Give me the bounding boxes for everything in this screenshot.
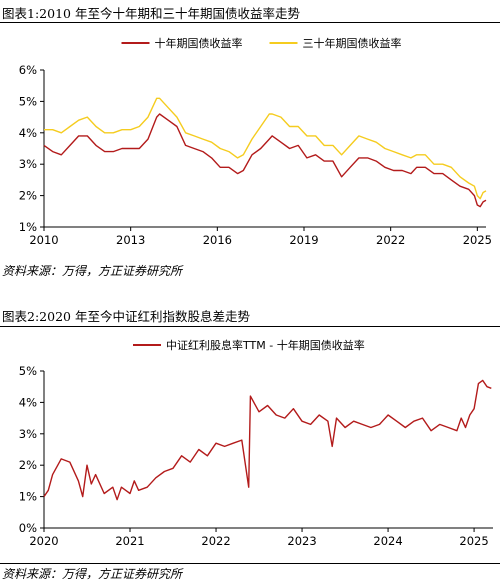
x-tick-label: 2019 <box>289 233 318 247</box>
series-line <box>43 113 487 208</box>
chart-1-axes: 1% 2% 3% 4% 5% 6% 2010 2013 2016 2019 2022 2025 <box>19 63 492 247</box>
chart-1-legend: 十年期国债收益率 三十年期国债收益率 <box>121 36 402 50</box>
y-tick-label: 4% <box>19 395 37 409</box>
figure-2-bottom-rule <box>0 563 500 564</box>
x-tick-label: 2025 <box>459 534 488 548</box>
x-tick-label: 2016 <box>203 233 232 247</box>
figure-1-title: 图表1:2010 年至今十年期和三十年期国债收益率走势 <box>2 6 300 21</box>
x-tick-label: 2022 <box>376 233 405 247</box>
chart-2-series <box>43 379 492 501</box>
series-line <box>43 379 492 501</box>
legend-label: 中证红利股息率TTM - 十年期国债收益率 <box>166 338 365 352</box>
y-tick-label: 3% <box>19 427 37 441</box>
y-tick-label: 0% <box>19 521 37 535</box>
figure-1-source: 资料来源：万得，方正证券研究所 <box>2 264 183 278</box>
y-tick-label: 1% <box>19 220 37 234</box>
x-tick-label: 2022 <box>201 534 230 548</box>
legend-label: 三十年期国债收益率 <box>303 36 402 50</box>
x-tick-label: 2020 <box>29 534 58 548</box>
chart-1: 十年期国债收益率 三十年期国债收益率 1% 2% 3% 4% 5% 6% 2010 2013 20… <box>19 36 492 247</box>
figure-2-top-rule <box>0 326 500 327</box>
y-tick-label: 3% <box>19 157 37 171</box>
figure-2-title: 图表2:2020 年至今中证红利指数股息差走势 <box>2 309 250 324</box>
y-tick-label: 5% <box>19 94 37 108</box>
legend-label: 十年期国债收益率 <box>155 36 243 50</box>
figure-2-source: 资料来源：万得，方正证券研究所 <box>2 567 183 581</box>
x-tick-label: 2023 <box>287 534 316 548</box>
y-tick-label: 1% <box>19 490 37 504</box>
x-tick-label: 2025 <box>463 233 492 247</box>
chart-2-legend: 中证红利股息率TTM - 十年期国债收益率 <box>133 338 365 352</box>
chart-2-axes: 0% 1% 2% 3% 4% 5% 2020 2021 2022 2023 2024 2025 <box>19 364 493 548</box>
figure-1-top-rule <box>0 22 500 23</box>
chart-2: 中证红利股息率TTM - 十年期国债收益率 0% 1% 2% 3% 4% 5% 2020 20… <box>19 338 493 548</box>
y-tick-label: 6% <box>19 63 37 77</box>
y-tick-label: 4% <box>19 126 37 140</box>
x-tick-label: 2021 <box>115 534 144 548</box>
y-tick-label: 5% <box>19 364 37 378</box>
series-line <box>44 97 487 200</box>
chart-1-series <box>43 97 487 208</box>
y-tick-label: 2% <box>19 189 37 203</box>
x-tick-label: 2013 <box>116 233 145 247</box>
y-tick-label: 2% <box>19 458 37 472</box>
x-tick-label: 2010 <box>29 233 58 247</box>
x-tick-label: 2024 <box>373 534 402 548</box>
